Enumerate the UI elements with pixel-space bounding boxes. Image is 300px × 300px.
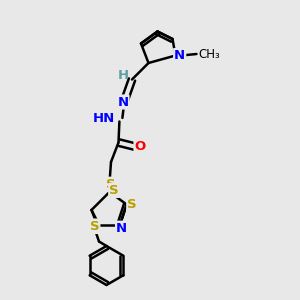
- Text: O: O: [134, 140, 146, 153]
- Text: H: H: [118, 69, 129, 82]
- Text: N: N: [88, 220, 99, 232]
- Text: CH₃: CH₃: [198, 47, 220, 61]
- Text: N: N: [116, 222, 127, 235]
- Text: S: S: [109, 184, 119, 197]
- Text: S: S: [106, 178, 116, 191]
- Text: S: S: [127, 198, 137, 211]
- Text: HN: HN: [93, 112, 116, 125]
- Text: N: N: [117, 95, 129, 109]
- Text: S: S: [90, 220, 99, 233]
- Text: N: N: [174, 49, 185, 62]
